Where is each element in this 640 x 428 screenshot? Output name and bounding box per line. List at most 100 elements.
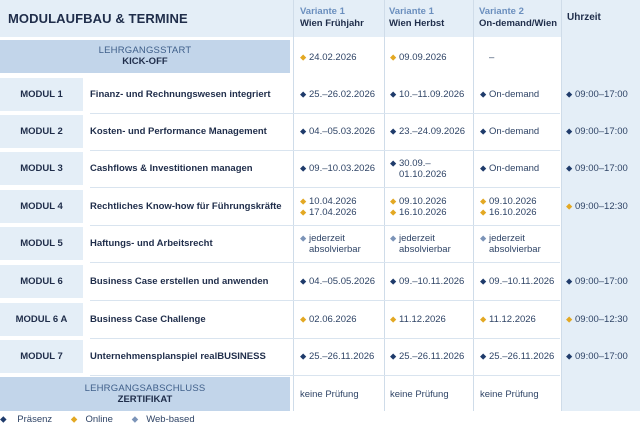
date-text: 09:00–12:30 xyxy=(575,314,628,325)
row-divider xyxy=(90,187,560,188)
date-line: ⬥ On-demand xyxy=(480,89,539,100)
date-line: absolvierbar xyxy=(480,244,541,255)
date-text: 04.–05.03.2026 xyxy=(309,126,376,137)
date-line: ⬥ jederzeit xyxy=(480,233,541,244)
date-line: ⬥ 16.10.2026 xyxy=(390,207,447,218)
date-text: 16.10.2026 xyxy=(399,206,447,218)
module-name: Finanz- und Rechnungswesen integriert xyxy=(90,88,271,100)
date-line: ⬥ 09.–10.03.2026 xyxy=(300,163,375,174)
abschluss-band: LEHRGANGSABSCHLUSS ZERTIFIKAT xyxy=(0,377,290,411)
date-line: ⬥ 25.–26.11.2026 xyxy=(480,351,554,362)
date-cell: ⬥ On-demand xyxy=(480,163,539,174)
date-text: 11.12.2026 xyxy=(399,314,446,325)
module-name: Cashflows & Investitionen managen xyxy=(90,162,253,174)
location-pin-icon: ⬥ xyxy=(300,314,307,324)
date-cell: ⬥ 09:00–17:00 xyxy=(566,276,628,287)
date-cell: ⬥ 04.–05.05.2026 xyxy=(300,276,375,287)
date-line: ⬥ 09:00–17:00 xyxy=(566,276,628,287)
location-pin-icon: ⬥ xyxy=(300,276,307,286)
module-name: Business Case erstellen und anwenden xyxy=(90,275,269,287)
location-pin-icon: ⬥ xyxy=(300,89,307,99)
date-text: 17.04.2026 xyxy=(309,206,357,218)
date-cell: ⬥ 09.09.2026 xyxy=(390,52,447,63)
column-name: On-demand/Wien xyxy=(479,18,558,29)
date-text: 25.–26.11.2026 xyxy=(489,351,555,362)
location-pin-icon: ⬥ xyxy=(300,351,307,361)
location-pin-icon: ⬥ xyxy=(480,206,487,217)
date-cell: ⬥ 09.–10.11.2026 xyxy=(390,276,464,287)
location-pin-icon: ⬥ xyxy=(390,126,397,136)
abschluss-cell: keine Prüfung xyxy=(480,389,539,400)
date-text: 25.–26.11.2026 xyxy=(309,351,375,362)
column-divider xyxy=(561,0,562,411)
column-variant: Variante 1 xyxy=(389,6,434,17)
date-line: ⬥ 24.02.2026 xyxy=(300,52,357,63)
location-pin-icon: ⬥ xyxy=(300,126,307,136)
date-cell: ⬥ 09:00–17:00 xyxy=(566,351,628,362)
date-text: 23.–24.09.2026 xyxy=(399,126,466,137)
location-pin-icon: ⬥ xyxy=(300,163,307,173)
date-line: ⬥ 30.09.– xyxy=(390,158,447,169)
date-cell: ⬥ 30.09.– 01.10.2026 xyxy=(390,158,447,180)
location-pin-icon: ⬥ xyxy=(566,201,573,211)
legend-item-praesenz: ⬥ Präsenz xyxy=(0,414,60,425)
date-text: 09:00–17:00 xyxy=(575,89,628,100)
date-text: 25.–26.11.2026 xyxy=(399,351,465,362)
date-cell: ⬥ 09:00–17:00 xyxy=(566,126,628,137)
row-divider xyxy=(90,225,560,226)
date-text: 11.12.2026 xyxy=(489,314,536,325)
row-divider xyxy=(90,300,560,301)
date-cell: ⬥ 10.–11.09.2026 xyxy=(390,89,464,100)
time-column-bg xyxy=(561,37,640,411)
date-text: 04.–05.05.2026 xyxy=(309,276,376,287)
date-text: absolvierbar xyxy=(399,243,451,255)
date-cell: ⬥ 10.04.2026 ⬥ 17.04.2026 xyxy=(300,196,357,218)
date-cell: ⬥ jederzeit absolvierbar xyxy=(390,233,451,255)
date-line: ⬥ 09.–10.11.2026 xyxy=(390,276,464,287)
module-code: MODUL 2 xyxy=(0,115,83,148)
location-pin-icon: ⬥ xyxy=(70,414,78,425)
legend: ⬥ Präsenz ⬥ Online ⬥ Web-based xyxy=(0,414,211,425)
date-text: On-demand xyxy=(489,126,540,137)
date-line: – xyxy=(480,52,494,63)
date-line: ⬥ 09.10.2026 xyxy=(390,196,447,207)
date-cell: ⬥ 09:00–12:30 xyxy=(566,201,628,212)
date-cell: ⬥ 09:00–12:30 xyxy=(566,314,628,325)
column-divider xyxy=(473,0,474,411)
date-line: 01.10.2026 xyxy=(390,169,447,180)
date-cell: ⬥ jederzeit absolvierbar xyxy=(480,233,541,255)
location-pin-icon: ⬥ xyxy=(390,276,397,286)
column-variant: Variante 1 xyxy=(300,6,345,17)
legend-label: Präsenz xyxy=(17,414,53,425)
date-text: 09.10.2026 xyxy=(399,195,447,207)
date-line: absolvierbar xyxy=(300,244,361,255)
date-line: ⬥ 16.10.2026 xyxy=(480,207,537,218)
row-divider xyxy=(90,375,560,376)
location-pin-icon: ⬥ xyxy=(480,314,487,324)
legend-label: Online xyxy=(85,414,113,425)
date-text: 09.10.2026 xyxy=(489,195,537,207)
date-line: ⬥ On-demand xyxy=(480,163,539,174)
date-cell: ⬥ 25.–26.11.2026 xyxy=(480,351,554,362)
date-text: 09:00–17:00 xyxy=(575,351,628,362)
module-code: MODUL 7 xyxy=(0,340,83,373)
date-line: ⬥ 25.–26.11.2026 xyxy=(300,351,374,362)
date-line: ⬥ 09:00–12:30 xyxy=(566,314,628,325)
date-line: ⬥ jederzeit xyxy=(390,233,451,244)
location-pin-icon: ⬥ xyxy=(131,414,139,425)
date-text: 09.–10.11.2026 xyxy=(489,276,555,287)
date-line: ⬥ 04.–05.05.2026 xyxy=(300,276,375,287)
date-text: On-demand xyxy=(489,89,540,100)
location-pin-icon: ⬥ xyxy=(566,163,573,173)
location-pin-icon: ⬥ xyxy=(300,232,307,243)
column-header-on-demand: Variante 2 On-demand/Wien xyxy=(479,0,561,37)
date-text: jederzeit xyxy=(309,232,345,244)
location-pin-icon: ⬥ xyxy=(390,351,397,361)
location-pin-icon: ⬥ xyxy=(566,126,573,136)
location-pin-icon: ⬥ xyxy=(566,314,573,324)
date-text: – xyxy=(489,51,495,63)
date-text: 02.06.2026 xyxy=(309,314,357,325)
date-text: On-demand xyxy=(489,163,540,174)
abschluss-line1: LEHRGANGSABSCHLUSS xyxy=(84,383,206,394)
date-line: ⬥ 17.04.2026 xyxy=(300,207,357,218)
